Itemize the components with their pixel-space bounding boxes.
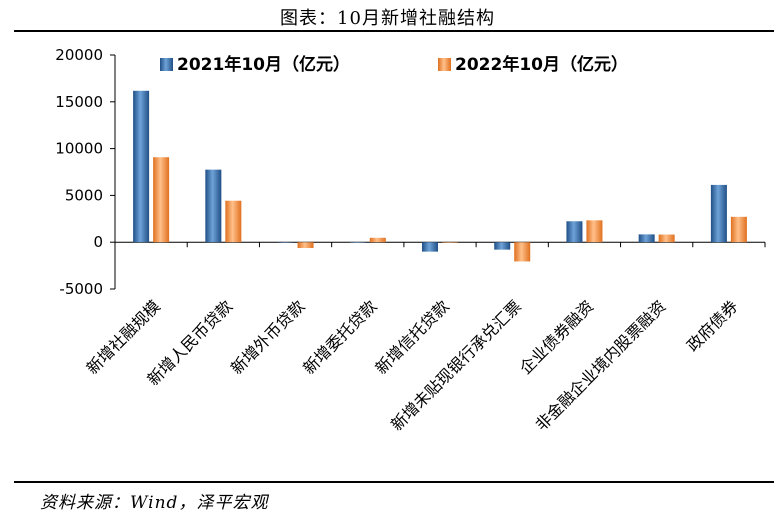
category-label: 新增社融规模: [83, 297, 164, 378]
bar-series-2022-5: [514, 242, 531, 262]
bar-series-2022-3: [369, 237, 386, 243]
category-label: 新增信托贷款: [372, 297, 453, 378]
category-label: 新增委托贷款: [299, 297, 380, 378]
y-tick-label: 10000: [55, 140, 103, 158]
bar-series-2021-8: [710, 184, 727, 243]
bar-series-2021-7: [638, 234, 655, 243]
legend-swatch: [438, 58, 451, 71]
category-label: 新增外币贷款: [227, 297, 308, 378]
bar-series-2021-4: [422, 242, 438, 252]
legend-label: 2021年10月（亿元）: [177, 54, 350, 75]
bars: [133, 90, 747, 262]
y-tick-label: 5000: [65, 186, 103, 204]
bar-series-2022-6: [586, 220, 603, 243]
bottom-rule: [14, 481, 774, 483]
category-label: 非金融企业境内股票融资: [532, 297, 670, 435]
figure-title: 图表：10月新增社融结构: [280, 8, 495, 29]
category-labels: 新增社融规模新增人民币贷款新增外币贷款新增委托贷款新增信托贷款新增未贴现银行承兑…: [83, 297, 742, 435]
bar-series-2021-1: [205, 169, 222, 243]
bar-chart: 20000 15000 10000 5000 0 -5000 新增社融规模新增人民币贷款新…: [55, 46, 766, 435]
legend: 2021年10月（亿元） 2022年10月（亿元）: [160, 54, 628, 75]
y-tick-label: 0: [93, 233, 103, 251]
bar-series-2021-6: [566, 221, 583, 243]
bar-series-2022-0: [153, 157, 170, 243]
bar-series-2022-4: [442, 242, 458, 243]
bar-series-2022-7: [658, 234, 675, 243]
y-tick-label: -5000: [59, 280, 103, 298]
y-tick-label: 15000: [55, 93, 103, 111]
bar-series-2021-2: [277, 242, 294, 243]
bar-series-2021-5: [494, 242, 511, 250]
bar-series-2021-0: [133, 90, 150, 243]
top-rule: [14, 30, 774, 32]
category-label: 新增未贴现银行承兑汇票: [387, 297, 525, 435]
axes: [110, 54, 766, 290]
legend-swatch: [160, 58, 173, 71]
category-label: 政府债券: [683, 297, 742, 356]
bar-series-2022-2: [297, 242, 314, 248]
bar-series-2022-1: [225, 200, 242, 243]
source-note: 资料来源：Wind，泽平宏观: [40, 493, 269, 513]
bar-series-2021-3: [349, 242, 366, 243]
bar-series-2022-8: [730, 216, 747, 243]
y-tick-label: 20000: [55, 46, 103, 64]
y-tick-labels: 20000 15000 10000 5000 0 -5000: [55, 46, 103, 298]
category-label: 企业债券融资: [516, 297, 597, 378]
legend-label: 2022年10月（亿元）: [455, 54, 628, 75]
